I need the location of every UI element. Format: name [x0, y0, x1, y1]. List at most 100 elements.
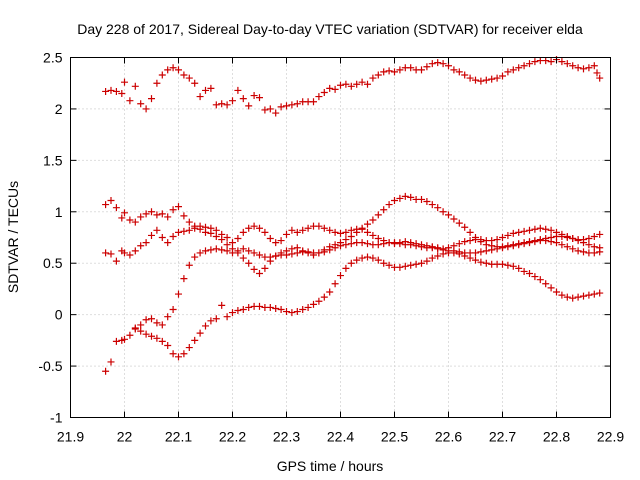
- data-point: [107, 196, 115, 204]
- data-point: [261, 106, 269, 114]
- data-point: [175, 353, 182, 361]
- data-point: [266, 303, 274, 311]
- data-point: [504, 231, 512, 239]
- data-point: [107, 250, 115, 258]
- x-tick-label: 22: [117, 429, 133, 445]
- data-point: [520, 240, 528, 248]
- data-point: [396, 263, 404, 271]
- data-point: [112, 87, 120, 95]
- data-point: [223, 313, 231, 321]
- data-point: [526, 226, 533, 234]
- data-point: [277, 103, 285, 111]
- data-point: [169, 232, 177, 240]
- data-point: [493, 245, 501, 253]
- data-point: [218, 301, 226, 309]
- data-point: [515, 264, 523, 272]
- data-point: [461, 238, 469, 246]
- chart-title: Day 228 of 2017, Sidereal Day-to-day VTE…: [77, 21, 583, 37]
- data-point: [153, 334, 161, 342]
- data-point: [407, 64, 415, 72]
- data-point: [466, 254, 474, 262]
- data-point: [185, 226, 193, 234]
- data-point: [569, 294, 577, 302]
- data-point: [364, 253, 371, 261]
- data-point: [526, 239, 533, 247]
- y-axis-label: SDTVAR / TECUs: [5, 181, 21, 293]
- data-point: [526, 60, 533, 68]
- data-point: [239, 254, 247, 262]
- data-point: [218, 230, 226, 238]
- data-point: [364, 220, 371, 228]
- data-point: [472, 256, 479, 264]
- data-point: [407, 241, 415, 249]
- data-point: [515, 64, 523, 72]
- data-point: [102, 367, 110, 375]
- y-tick-label: 2.5: [43, 50, 63, 66]
- data-point: [466, 228, 474, 236]
- data-point: [482, 76, 490, 84]
- data-point: [142, 330, 150, 338]
- data-point: [353, 80, 361, 88]
- data-point: [358, 254, 366, 262]
- data-point: [380, 240, 388, 248]
- series-series-4: [102, 237, 604, 375]
- data-point: [563, 293, 571, 301]
- data-point: [347, 226, 355, 234]
- data-point: [504, 243, 512, 251]
- data-point: [234, 247, 242, 255]
- series-lower: [131, 249, 604, 361]
- data-point: [223, 101, 231, 109]
- data-point: [131, 82, 139, 90]
- data-point: [223, 247, 231, 255]
- data-point: [499, 260, 506, 268]
- data-point: [180, 275, 188, 283]
- data-point: [148, 332, 155, 340]
- data-point: [121, 249, 128, 257]
- data-point: [450, 249, 458, 257]
- data-point: [153, 79, 161, 87]
- data-point: [229, 309, 236, 317]
- data-point: [391, 68, 398, 76]
- data-series-layer: [102, 56, 604, 375]
- x-tick-labels: 21.9 22 22.1 22.2 22.3 22.4 22.5 22.6 22.7 22.8 22…: [57, 429, 624, 445]
- data-point: [569, 62, 577, 70]
- data-point: [256, 270, 263, 277]
- data-point: [245, 259, 253, 267]
- data-point: [272, 252, 280, 260]
- data-point: [250, 222, 258, 230]
- data-point: [593, 69, 601, 77]
- data-point: [137, 327, 145, 335]
- data-point: [563, 232, 571, 240]
- data-point: [580, 65, 587, 73]
- data-point: [509, 66, 517, 74]
- data-point: [574, 237, 582, 245]
- x-tick-label: 22.7: [489, 429, 516, 445]
- data-point: [391, 239, 398, 247]
- data-point: [293, 249, 301, 257]
- data-point: [358, 225, 366, 233]
- data-point: [283, 308, 290, 316]
- data-point: [164, 313, 172, 321]
- data-point: [250, 92, 258, 100]
- data-point: [488, 237, 496, 245]
- data-point: [418, 66, 425, 74]
- data-point: [326, 226, 334, 234]
- data-point: [369, 216, 377, 224]
- data-point: [207, 317, 215, 325]
- data-point: [102, 249, 110, 257]
- data-point: [283, 251, 290, 259]
- data-point: [102, 201, 110, 209]
- data-point: [320, 88, 328, 96]
- data-point: [256, 94, 263, 102]
- data-point: [455, 240, 463, 248]
- data-point: [531, 273, 539, 281]
- data-point: [245, 303, 253, 311]
- data-point: [358, 78, 366, 86]
- data-point: [158, 210, 166, 218]
- data-point: [191, 224, 199, 232]
- data-point: [315, 222, 323, 230]
- data-point: [493, 74, 501, 82]
- x-tick-label: 22.6: [435, 429, 462, 445]
- data-point: [229, 97, 236, 105]
- data-point: [558, 230, 566, 238]
